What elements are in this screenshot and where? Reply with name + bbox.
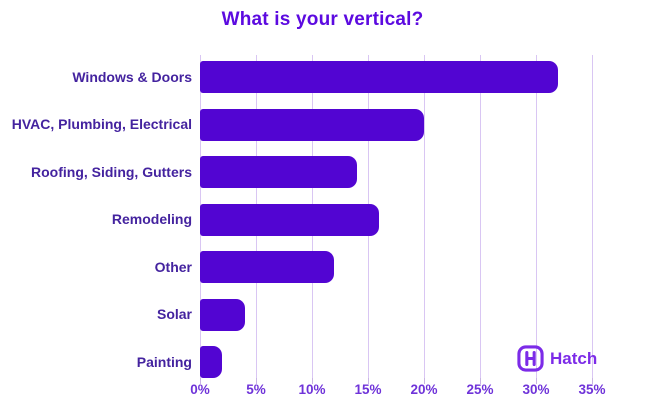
category-label: Other	[154, 258, 192, 275]
bar-solar	[200, 298, 245, 331]
category-label: Windows & Doors	[72, 68, 192, 85]
x-axis-tick	[368, 378, 369, 384]
chart-title: What is your vertical?	[221, 9, 424, 30]
category-label: Painting	[136, 353, 192, 370]
gridline	[536, 55, 537, 378]
hatch-h-logo-icon	[517, 345, 544, 372]
category-label: HVAC, Plumbing, Electrical	[11, 116, 192, 132]
x-axis-label: 0%	[190, 382, 210, 397]
bar-other	[200, 251, 335, 283]
gridline	[424, 55, 425, 378]
x-axis-tick	[480, 378, 481, 384]
x-axis-label: 10%	[298, 382, 326, 397]
x-axis-tick	[312, 378, 313, 384]
x-axis-label: 15%	[354, 382, 382, 397]
brand-name: Hatch	[550, 348, 598, 368]
x-axis-label: 5%	[246, 382, 266, 397]
bar-hvac-plumbing-electrical	[200, 108, 424, 141]
x-axis-label: 20%	[410, 382, 438, 397]
brand-lockup: Hatch	[517, 345, 597, 372]
x-axis-tick	[200, 378, 201, 384]
x-axis-tick	[536, 378, 537, 384]
x-axis-label: 35%	[578, 382, 606, 397]
gridline	[592, 55, 593, 378]
bar-roofing-siding-gutters	[200, 156, 357, 188]
gridline	[480, 55, 481, 378]
bar-windows-doors	[200, 61, 559, 93]
bar-remodeling	[200, 203, 380, 236]
x-axis-tick	[424, 378, 425, 384]
x-axis-tick	[256, 378, 257, 384]
bar-painting	[200, 346, 223, 378]
x-axis-label: 30%	[522, 382, 550, 397]
x-axis-tick	[592, 378, 593, 384]
category-label: Solar	[156, 306, 192, 322]
category-label: Roofing, Siding, Gutters	[31, 163, 192, 180]
x-axis-label: 25%	[466, 382, 494, 397]
category-label: Remodeling	[111, 211, 192, 227]
